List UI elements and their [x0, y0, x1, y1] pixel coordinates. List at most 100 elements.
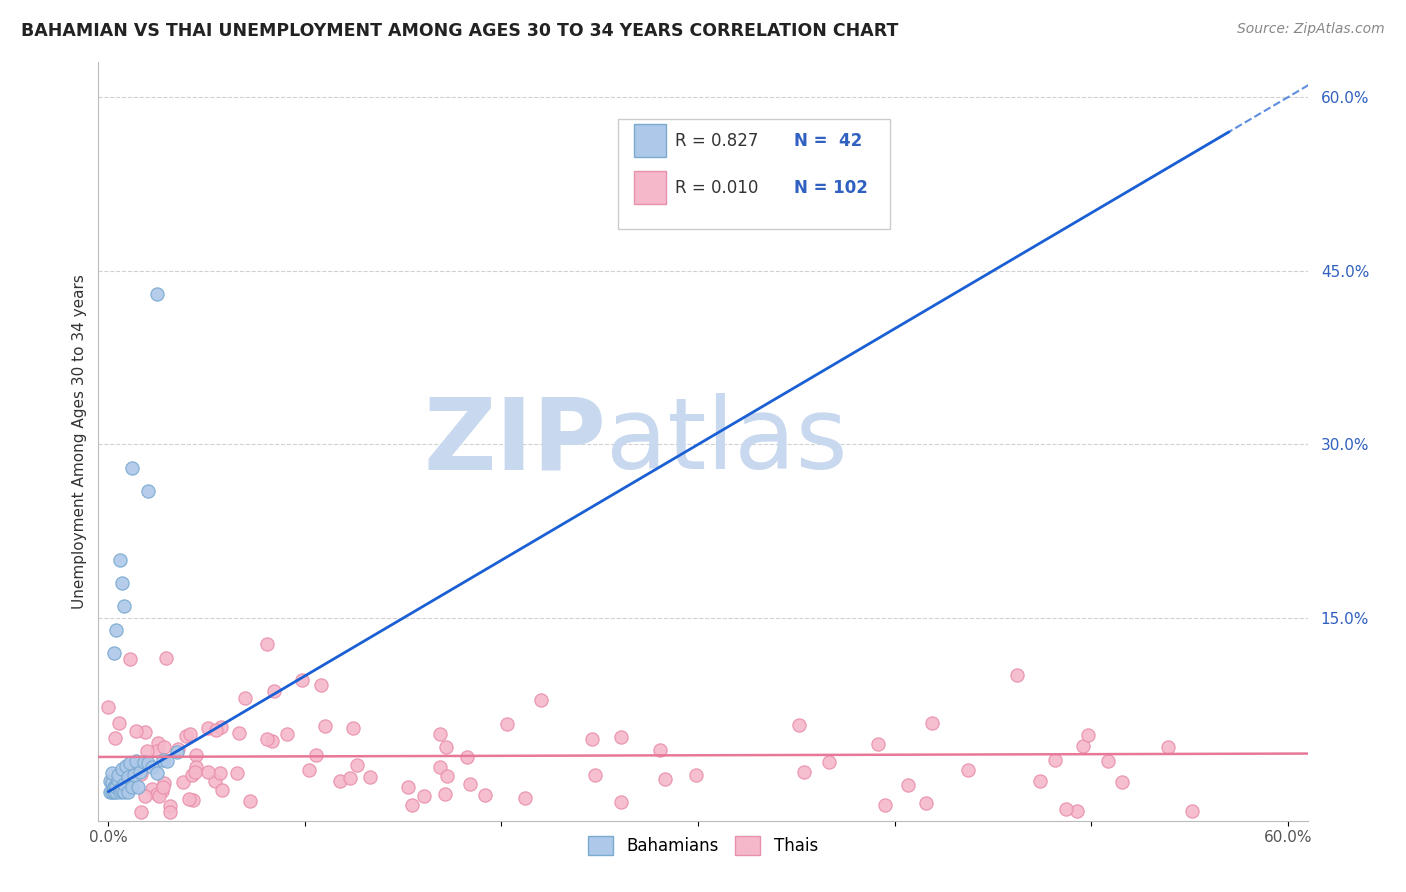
Point: [204, 774, 226, 789]
Text: Source: ZipAtlas.com: Source: ZipAtlas.com: [1237, 22, 1385, 37]
Text: R = 0.010: R = 0.010: [675, 178, 759, 197]
Point: [127, 780, 149, 794]
Point: [530, 693, 553, 707]
Point: [152, 753, 174, 767]
Point: [153, 776, 176, 790]
Point: [112, 782, 135, 797]
Point: [581, 731, 603, 746]
Point: [101, 784, 124, 798]
Point: [956, 764, 979, 778]
Point: [495, 717, 517, 731]
Point: [226, 765, 249, 780]
Point: [134, 789, 156, 803]
Point: [346, 758, 368, 772]
Point: [1005, 668, 1028, 682]
Point: [1157, 740, 1180, 755]
Point: [401, 798, 423, 813]
Point: [146, 736, 169, 750]
Point: [101, 774, 124, 789]
Point: [263, 684, 285, 698]
Point: [1029, 774, 1052, 789]
Point: [112, 599, 135, 614]
Point: [793, 764, 815, 779]
Point: [118, 756, 141, 771]
Point: [412, 789, 434, 803]
Point: [654, 772, 676, 786]
Point: [112, 777, 135, 791]
Point: [156, 755, 179, 769]
Point: [108, 553, 131, 567]
Point: [172, 775, 194, 789]
Point: [396, 780, 419, 795]
Point: [474, 788, 496, 802]
Point: [105, 785, 128, 799]
Point: [787, 718, 810, 732]
Point: [434, 787, 457, 801]
Point: [177, 792, 200, 806]
Point: [174, 729, 197, 743]
Point: [159, 805, 181, 819]
FancyBboxPatch shape: [634, 171, 665, 204]
Point: [122, 768, 145, 782]
Point: [128, 765, 150, 780]
Point: [146, 766, 169, 780]
Point: [117, 785, 139, 799]
Point: [108, 785, 131, 799]
Point: [256, 732, 278, 747]
Point: [136, 756, 159, 770]
Point: [1043, 753, 1066, 767]
Point: [314, 719, 336, 733]
Point: [583, 767, 606, 781]
Point: [179, 727, 201, 741]
Point: [256, 637, 278, 651]
Point: [108, 715, 131, 730]
Point: [429, 727, 451, 741]
Point: [146, 787, 169, 801]
Point: [329, 773, 352, 788]
Text: atlas: atlas: [606, 393, 848, 490]
Point: [342, 721, 364, 735]
Point: [515, 790, 537, 805]
Point: [97, 699, 120, 714]
Point: [648, 743, 671, 757]
Point: [117, 770, 139, 784]
Text: R = 0.827: R = 0.827: [675, 132, 759, 150]
Point: [103, 731, 125, 745]
Point: [103, 646, 125, 660]
Point: [98, 773, 121, 788]
Point: [111, 576, 134, 591]
Point: [98, 785, 121, 799]
Point: [1181, 804, 1204, 818]
Point: [146, 287, 169, 301]
Point: [209, 720, 232, 734]
Point: [136, 483, 159, 498]
Text: N = 102: N = 102: [793, 178, 868, 197]
Point: [309, 678, 332, 692]
Point: [205, 723, 228, 737]
Point: [915, 796, 938, 810]
Point: [111, 763, 134, 777]
Point: [434, 739, 457, 754]
Point: [134, 724, 156, 739]
Point: [610, 795, 633, 809]
Point: [228, 726, 250, 740]
Point: [112, 772, 135, 786]
Point: [197, 765, 219, 780]
Point: [436, 768, 458, 782]
Point: [1071, 739, 1094, 753]
Point: [107, 772, 129, 787]
Point: [181, 793, 204, 807]
Point: [921, 716, 943, 731]
Text: BAHAMIAN VS THAI UNEMPLOYMENT AMONG AGES 30 TO 34 YEARS CORRELATION CHART: BAHAMIAN VS THAI UNEMPLOYMENT AMONG AGES…: [21, 22, 898, 40]
Point: [101, 765, 124, 780]
Point: [197, 722, 219, 736]
FancyBboxPatch shape: [634, 124, 665, 157]
Point: [1054, 802, 1077, 816]
Point: [233, 690, 256, 705]
Point: [456, 749, 478, 764]
Point: [105, 623, 128, 637]
Point: [167, 742, 190, 756]
Point: [107, 768, 129, 782]
Point: [868, 737, 890, 751]
Point: [121, 460, 143, 475]
